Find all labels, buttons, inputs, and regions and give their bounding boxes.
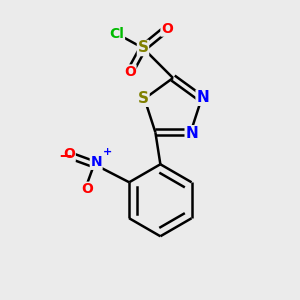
Text: O: O — [63, 147, 75, 161]
Text: +: + — [103, 147, 112, 157]
Text: N: N — [196, 90, 209, 105]
Text: S: S — [137, 40, 148, 56]
Text: −: − — [58, 146, 72, 164]
Text: Cl: Cl — [110, 27, 124, 41]
Text: S: S — [138, 91, 149, 106]
Text: O: O — [81, 182, 93, 196]
Text: N: N — [185, 126, 198, 141]
Text: O: O — [161, 22, 173, 36]
Text: N: N — [90, 155, 102, 169]
Text: O: O — [124, 65, 136, 79]
